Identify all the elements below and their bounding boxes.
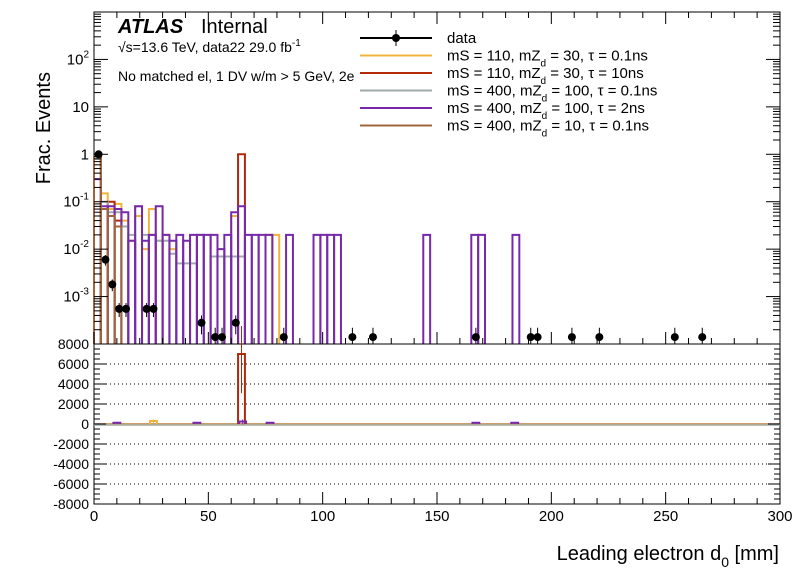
legend-item: mS = 400, mZd = 10, τ = 0.1ns [360, 118, 649, 140]
x-tick-label: 250 [653, 508, 678, 525]
legend-item: mS = 400, mZd = 100, τ = 2ns [360, 100, 645, 122]
y-tick-label: 10-1 [63, 192, 89, 211]
legend-item: mS = 110, mZd = 30, τ = 0.1ns [360, 48, 648, 70]
legend-item: mS = 400, mZd = 100, τ = 0.1ns [360, 83, 657, 105]
y-tick-label: 10-3 [63, 287, 89, 306]
legend-label: data [447, 30, 477, 47]
data-point [231, 318, 240, 327]
x-tick-label: 300 [767, 508, 792, 525]
data-point [197, 318, 206, 327]
data-point [595, 333, 604, 342]
x-tick-label: 150 [424, 508, 449, 525]
hist-bar-series-3 [511, 233, 521, 344]
top-panel-frame [93, 11, 781, 345]
data-point [368, 333, 377, 342]
top-histograms [93, 153, 521, 344]
data-point [115, 304, 124, 313]
hist-bar-series-3 [477, 233, 487, 344]
data-point [108, 280, 117, 289]
x-tick-label: 50 [200, 508, 217, 525]
data-point [533, 333, 542, 342]
x-tick-label: 100 [310, 508, 335, 525]
selection-label: No matched el, 1 DV w/m > 5 GeV, 2e [118, 68, 355, 84]
legend-item: data [360, 30, 477, 47]
legend-label: mS = 110, mZd = 30, τ = 10ns [447, 65, 644, 87]
y-tick-label: 10 [72, 99, 89, 116]
hist-bar-series-3 [422, 233, 432, 344]
legend-label: mS = 110, mZd = 30, τ = 0.1ns [447, 48, 648, 70]
data-point [698, 333, 707, 342]
x-axis-title: Leading electron d0 [mm] [557, 543, 779, 570]
data-point [211, 333, 220, 342]
data-point [122, 304, 131, 313]
legend-label: mS = 400, mZd = 10, τ = 0.1ns [447, 118, 649, 140]
data-point [526, 333, 535, 342]
y-tick-label: 102 [67, 49, 90, 68]
data-point [348, 333, 357, 342]
y-tick-label-bottom: 0 [81, 416, 89, 432]
bottom-panel: -8000 -6000 -4000 -2000 0 2000 4000 6000 8000 0 50… [53, 326, 793, 525]
y-axis-title: Frac. Events [33, 72, 55, 184]
data-point [149, 304, 158, 313]
hist-bar-series-3 [285, 233, 294, 344]
legend-label: mS = 400, mZd = 100, τ = 0.1ns [447, 83, 657, 105]
bottom-axes: -8000 -6000 -4000 -2000 0 2000 4000 6000 8000 0 50… [53, 336, 792, 525]
y-tick-label-bottom: 8000 [58, 336, 89, 352]
y-tick-label: 1 [81, 146, 89, 163]
y-tick-label-bottom: 6000 [58, 356, 89, 372]
y-tick-label-bottom: 4000 [58, 376, 89, 392]
y-tick-label-bottom: -6000 [53, 476, 89, 492]
energy-lumi-label: √s=13.6 TeV, data22 29.0 fb-1 [118, 38, 301, 55]
data-point [670, 333, 679, 342]
hist-bar-series-3 [264, 233, 274, 344]
top-panel: 10-3 10-2 10-1 1 10 102 [63, 11, 781, 345]
data-points [94, 150, 707, 344]
y-tick-label-bottom: -2000 [53, 436, 89, 452]
bottom-spikes [94, 326, 780, 426]
data-point [101, 255, 110, 264]
x-tick-label: 200 [539, 508, 564, 525]
data-point [279, 333, 288, 342]
y-tick-label-bottom: 2000 [58, 396, 89, 412]
data-point [471, 333, 480, 342]
data-point [142, 304, 151, 313]
legend-item: mS = 110, mZd = 30, τ = 10ns [360, 65, 644, 87]
atlas-label: ATLAS [117, 16, 184, 38]
internal-label: Internal [201, 16, 268, 38]
y-tick-label: 10-2 [63, 239, 89, 258]
legend-label: mS = 400, mZd = 100, τ = 2ns [447, 100, 645, 122]
hist-bar-series-3 [333, 233, 342, 344]
y-tick-label-bottom: -8000 [53, 496, 89, 512]
data-point [567, 333, 576, 342]
data-point [218, 333, 227, 342]
y-tick-label-bottom: -4000 [53, 456, 89, 472]
top-axes: 10-3 10-2 10-1 1 10 102 [63, 11, 781, 345]
x-tick-label: 0 [90, 508, 98, 525]
